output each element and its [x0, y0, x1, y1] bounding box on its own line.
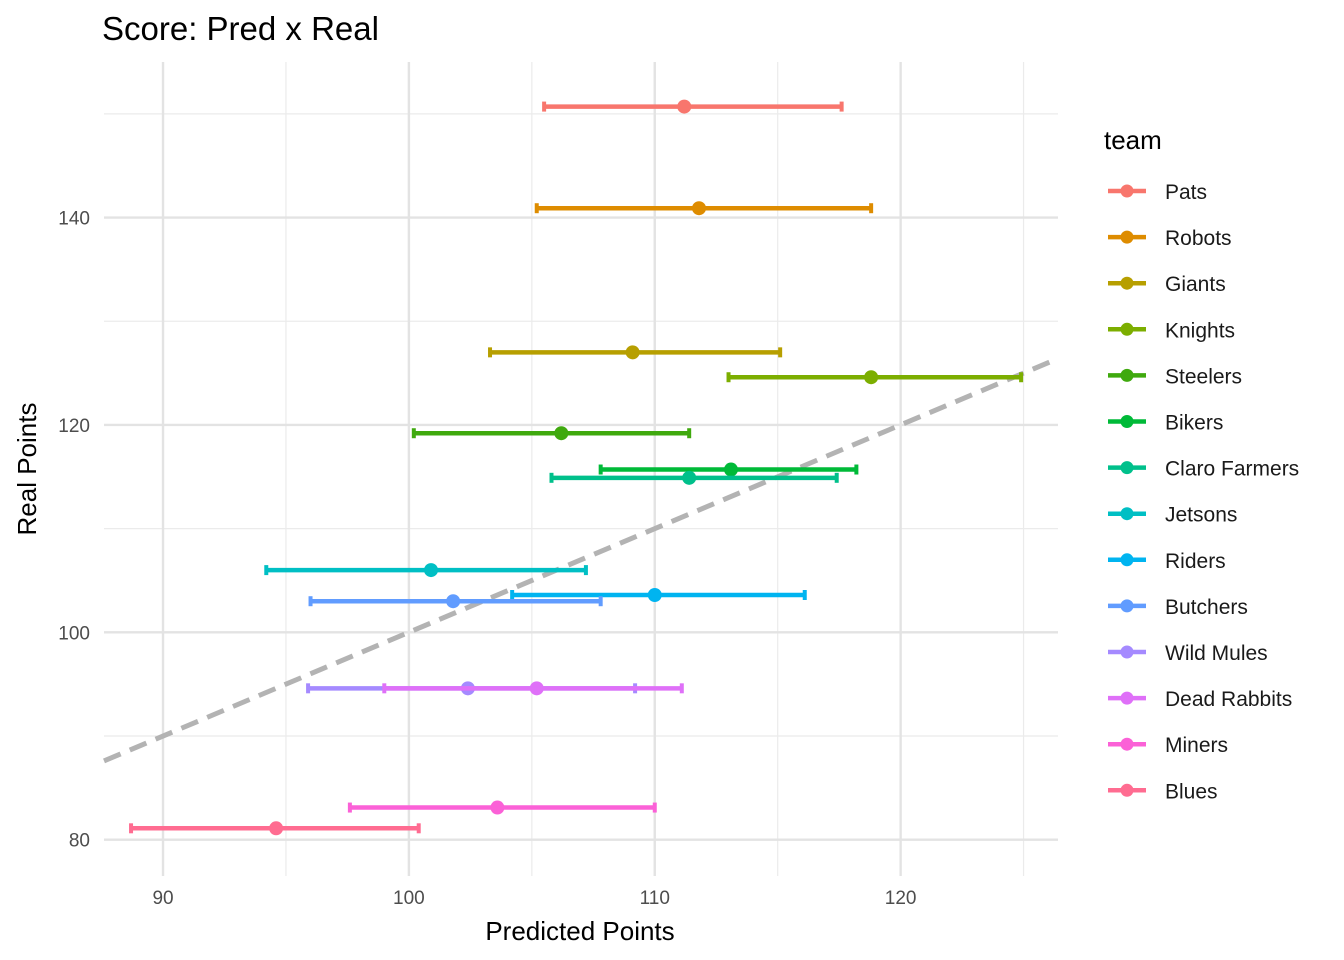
series-jetsons — [264, 563, 588, 578]
data-point — [682, 470, 697, 485]
legend-label: Bikers — [1165, 412, 1223, 435]
legend-key-point — [1120, 737, 1134, 751]
legend-item: Bikers — [1108, 412, 1223, 435]
data-point — [424, 563, 439, 578]
series-butchers — [308, 594, 603, 609]
legend-item: Miners — [1108, 734, 1228, 757]
legend-item: Blues — [1108, 780, 1218, 803]
legend-label: Dead Rabbits — [1165, 688, 1292, 711]
legend-item: Giants — [1108, 273, 1226, 296]
series-steelers — [411, 426, 692, 441]
y-axis-title: Real Points — [12, 403, 42, 536]
data-point — [723, 462, 738, 477]
data-point — [446, 594, 461, 609]
data-point — [677, 99, 692, 114]
legend-item: Steelers — [1108, 365, 1242, 388]
reference-line — [103, 356, 1059, 764]
legend-label: Butchers — [1165, 596, 1248, 619]
legend-title: team — [1104, 125, 1162, 155]
series-dead-rabbits — [382, 681, 684, 696]
legend: team Pats Robots Giants Knights Steelers Bike… — [1104, 125, 1299, 803]
legend-label: Robots — [1165, 227, 1232, 250]
legend-key-point — [1120, 507, 1134, 521]
legend-key-point — [1120, 461, 1134, 475]
grid-lines — [104, 62, 1058, 876]
reference-line-group — [103, 356, 1059, 764]
legend-label: Steelers — [1165, 365, 1242, 388]
legend-key-point — [1120, 783, 1134, 797]
legend-item: Riders — [1108, 550, 1226, 573]
legend-key-point — [1120, 691, 1134, 705]
series-pats — [542, 99, 844, 114]
axis-labels: 90 100 110 120 80 100 120 140 — [58, 209, 916, 909]
legend-label: Knights — [1165, 319, 1235, 342]
legend-label: Wild Mules — [1165, 642, 1268, 665]
y-tick-label: 100 — [58, 623, 90, 644]
legend-label: Giants — [1165, 273, 1226, 296]
legend-key-point — [1120, 322, 1134, 336]
y-tick-label: 80 — [69, 831, 90, 852]
legend-key-point — [1120, 553, 1134, 567]
legend-key-point — [1120, 415, 1134, 428]
legend-label: Jetsons — [1165, 504, 1237, 527]
series-riders — [510, 587, 807, 602]
legend-item: Wild Mules — [1108, 642, 1268, 665]
legend-item: Jetsons — [1108, 504, 1237, 527]
data-point — [554, 426, 569, 441]
legend-label: Claro Farmers — [1165, 458, 1299, 481]
legend-key-point — [1120, 645, 1134, 659]
x-axis-title: Predicted Points — [485, 916, 674, 946]
x-tick-label: 110 — [640, 888, 670, 909]
data-point — [864, 370, 879, 385]
legend-label: Blues — [1165, 780, 1218, 803]
legend-key-point — [1120, 276, 1134, 290]
series-blues — [129, 821, 421, 836]
series-miners — [347, 800, 657, 815]
x-tick-label: 90 — [152, 888, 173, 909]
legend-key-point — [1120, 368, 1134, 382]
legend-item: Dead Rabbits — [1108, 688, 1292, 711]
legend-item: Robots — [1108, 227, 1232, 250]
series-bikers — [598, 462, 859, 477]
data-point — [647, 587, 662, 602]
legend-item: Knights — [1108, 319, 1235, 342]
legend-label: Miners — [1165, 734, 1228, 757]
data-point — [692, 201, 707, 216]
legend-item: Pats — [1108, 181, 1207, 204]
legend-label: Pats — [1165, 181, 1207, 204]
series-giants — [488, 345, 783, 360]
series-robots — [534, 201, 874, 216]
series-knights — [726, 370, 1024, 385]
data-point — [529, 681, 544, 696]
data-point — [269, 821, 284, 836]
legend-item: Claro Farmers — [1108, 458, 1299, 481]
y-tick-label: 120 — [58, 416, 90, 437]
x-tick-label: 120 — [885, 888, 917, 909]
data-marks — [129, 99, 1024, 836]
data-point — [490, 800, 505, 815]
legend-key-point — [1120, 599, 1134, 613]
legend-key-point — [1120, 184, 1134, 198]
series-claro-farmers — [549, 470, 839, 485]
y-tick-label: 140 — [58, 209, 90, 230]
legend-label: Riders — [1165, 550, 1226, 573]
data-point — [625, 345, 640, 360]
chart-title: Score: Pred x Real — [102, 10, 379, 47]
legend-item: Butchers — [1108, 596, 1248, 619]
legend-key-point — [1120, 230, 1134, 244]
x-tick-label: 100 — [393, 888, 425, 909]
